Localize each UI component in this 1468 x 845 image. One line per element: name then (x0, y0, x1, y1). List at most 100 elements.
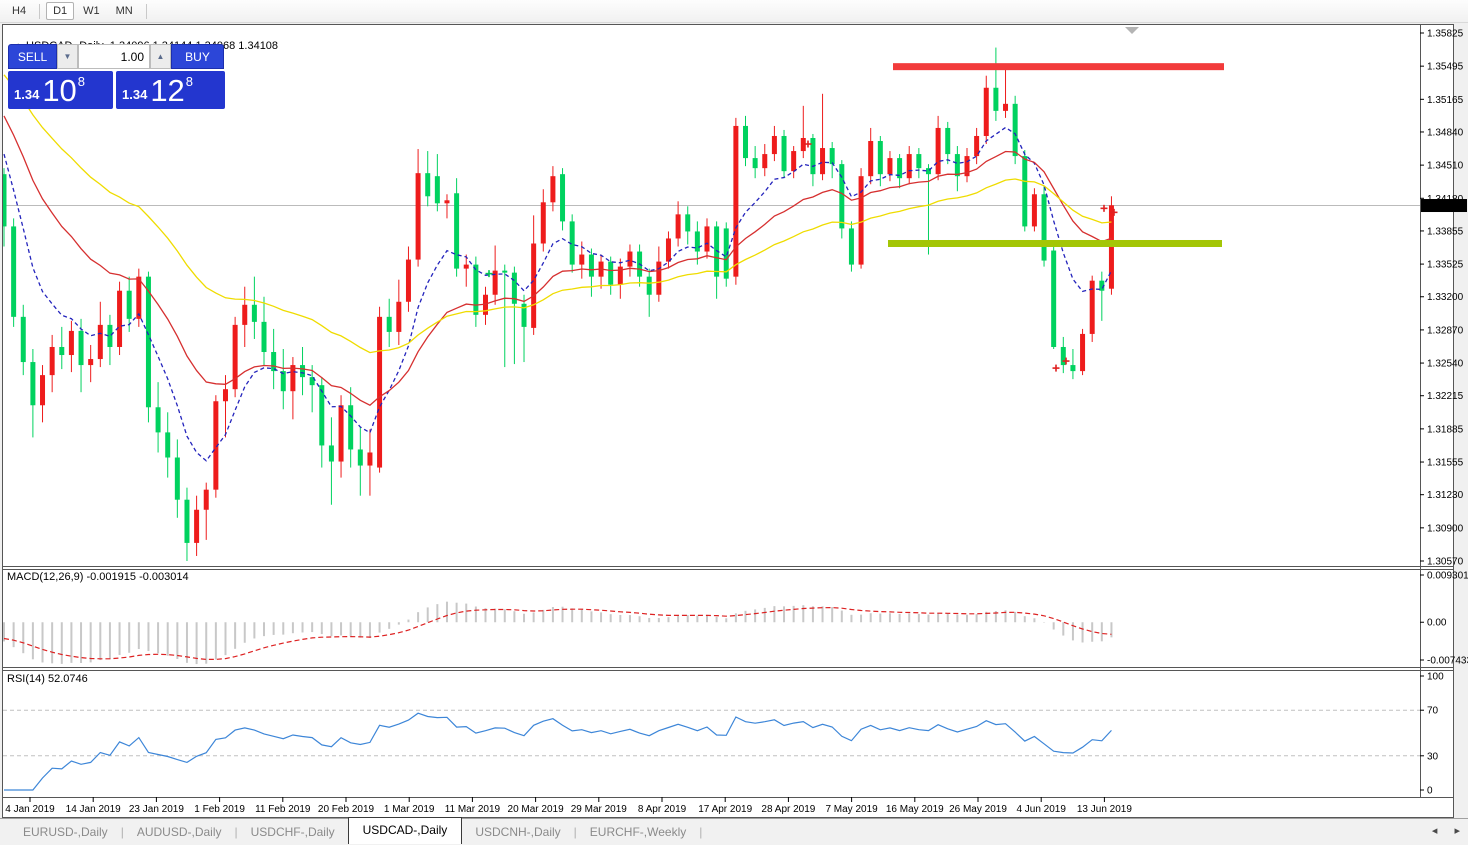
price-axis: 1.35825 1.35495 1.35165 1.34840 1.34510 1.341… (1420, 29, 1468, 797)
svg-text:-0.007433: -0.007433 (1427, 656, 1468, 667)
tab-separator: | (120, 825, 124, 839)
svg-text:11 Feb 2019: 11 Feb 2019 (255, 804, 311, 815)
volume-increase-button[interactable]: ▲ (150, 44, 171, 69)
sell-button[interactable]: SELL (8, 44, 57, 69)
sell-price-display[interactable]: 1.34 10 8 (8, 71, 113, 109)
tab-separator: | (573, 825, 577, 839)
tab-scroll-left-icon[interactable]: ◂ (1431, 825, 1438, 837)
svg-text:30: 30 (1427, 751, 1439, 762)
svg-text:1 Feb 2019: 1 Feb 2019 (194, 804, 245, 815)
chart-tab-usdcnh[interactable]: USDCNH-,Daily (475, 825, 561, 839)
svg-text:1 Mar 2019: 1 Mar 2019 (384, 804, 435, 815)
resistance-line[interactable] (893, 63, 1224, 71)
svg-text:1.32540: 1.32540 (1427, 359, 1464, 370)
svg-text:100: 100 (1427, 672, 1444, 683)
buy-price-big: 12 (150, 73, 185, 108)
tab-scroll-arrows: ◂ ▸ (1418, 824, 1460, 837)
moving-averages (3, 74, 1113, 462)
macd-indicator-label: MACD(12,26,9) -0.001915 -0.003014 (7, 571, 189, 583)
chart-tab-eurusd[interactable]: EURUSD-,Daily (23, 825, 108, 839)
ma-40-line (3, 74, 1112, 354)
svg-text:20 Mar 2019: 20 Mar 2019 (508, 804, 565, 815)
spin-up-icon: ▲ (156, 52, 165, 61)
support-line[interactable] (888, 239, 1222, 247)
timeframe-button-d1[interactable]: D1 (46, 2, 75, 20)
chart-tab-usdchf[interactable]: USDCHF-,Daily (250, 825, 335, 839)
svg-text:29 Mar 2019: 29 Mar 2019 (571, 804, 628, 815)
candlestick-series (3, 47, 1114, 561)
timeframe-button-w1[interactable]: W1 (83, 5, 100, 17)
volume-decrease-button[interactable]: ▼ (57, 44, 78, 69)
spin-down-icon: ▼ (63, 52, 72, 61)
svg-text:8 Apr 2019: 8 Apr 2019 (638, 804, 687, 815)
svg-text:1.33855: 1.33855 (1427, 226, 1464, 237)
svg-text:23 Jan 2019: 23 Jan 2019 (129, 804, 184, 815)
timeframe-button-mn[interactable]: MN (115, 5, 133, 17)
timeframe-toolbar: H4 D1 W1 MN (0, 0, 1468, 23)
svg-text:1.31555: 1.31555 (1427, 458, 1464, 469)
svg-text:0: 0 (1427, 786, 1433, 797)
svg-text:4 Jan 2019: 4 Jan 2019 (5, 804, 55, 815)
svg-text:1.35495: 1.35495 (1427, 62, 1464, 73)
svg-text:1.30900: 1.30900 (1427, 523, 1464, 534)
buy-price-main: 1.34 (122, 87, 148, 102)
svg-text:1.32215: 1.32215 (1427, 391, 1464, 402)
rsi-line (4, 712, 1112, 791)
svg-text:1.32870: 1.32870 (1427, 325, 1464, 336)
sell-price-sup: 8 (77, 74, 86, 89)
svg-text:1.34840: 1.34840 (1427, 127, 1464, 138)
svg-text:1.31230: 1.31230 (1427, 490, 1464, 501)
sell-price-big: 10 (42, 73, 77, 108)
ma-8-line (3, 126, 1113, 462)
svg-text:1.35825: 1.35825 (1427, 29, 1464, 40)
macd-series (3, 601, 1113, 665)
date-axis: 4 Jan 2019 14 Jan 2019 23 Jan 2019 1 Feb 20… (5, 797, 1132, 815)
svg-text:1.35165: 1.35165 (1427, 95, 1464, 106)
pane-borders (2, 24, 1454, 798)
chart-tab-bar: EURUSD-,Daily | AUDUSD-,Daily | USDCHF-,Dail… (0, 816, 1468, 845)
svg-text:1.30570: 1.30570 (1427, 557, 1464, 568)
svg-text:4 Jun 2019: 4 Jun 2019 (1016, 804, 1066, 815)
tab-separator: | (234, 825, 238, 839)
svg-text:1.34510: 1.34510 (1427, 161, 1464, 172)
trade-markers (485, 140, 1118, 372)
toolbar-separator (145, 3, 147, 19)
svg-text:26 May 2019: 26 May 2019 (949, 804, 1007, 815)
tab-scroll-right-icon[interactable]: ▸ (1454, 825, 1460, 837)
svg-text:16 May 2019: 16 May 2019 (886, 804, 944, 815)
svg-text:0.00: 0.00 (1427, 618, 1447, 629)
chart-tab-eurchf[interactable]: EURCHF-,Weekly (589, 825, 687, 839)
chart-tab-usdcad[interactable]: USDCAD-,Daily (347, 816, 463, 844)
chart-tab-audusd[interactable]: AUDUSD-,Daily (136, 825, 222, 839)
rsi-series (4, 712, 1112, 791)
one-click-trade-panel: SELL ▼ ▲ BUY 1.34 10 8 1.34 12 8 (8, 44, 225, 109)
buy-price-display[interactable]: 1.34 12 8 (116, 71, 225, 109)
ma-20-line (3, 115, 1112, 406)
quote-close: 1.34108 (238, 40, 279, 52)
current-price-tag: 1.34108 (1421, 199, 1467, 213)
svg-text:17 Apr 2019: 17 Apr 2019 (698, 804, 752, 815)
toolbar-separator (39, 3, 41, 19)
svg-text:0.009301: 0.009301 (1427, 571, 1468, 582)
macd-signal-line (3, 606, 1112, 661)
tab-separator: | (699, 825, 703, 839)
svg-text:14 Jan 2019: 14 Jan 2019 (66, 804, 121, 815)
svg-text:1.33200: 1.33200 (1427, 292, 1464, 303)
buy-price-sup: 8 (185, 74, 194, 89)
svg-text:1.31885: 1.31885 (1427, 424, 1464, 435)
svg-text:1.33525: 1.33525 (1427, 260, 1464, 271)
buy-button[interactable]: BUY (171, 44, 224, 69)
rsi-indicator-label: RSI(14) 52.0746 (7, 673, 88, 685)
timeframe-button-h4[interactable]: H4 (12, 5, 27, 17)
volume-input[interactable] (78, 44, 150, 69)
chart-window (2, 24, 1454, 818)
svg-text:20 Feb 2019: 20 Feb 2019 (318, 804, 375, 815)
svg-text:28 Apr 2019: 28 Apr 2019 (761, 804, 815, 815)
svg-text:11 Mar 2019: 11 Mar 2019 (445, 804, 501, 815)
sell-price-main: 1.34 (14, 87, 40, 102)
scroll-to-end-icon[interactable] (1125, 27, 1139, 34)
svg-text:13 Jun 2019: 13 Jun 2019 (1077, 804, 1132, 815)
svg-text:7 May 2019: 7 May 2019 (825, 804, 878, 815)
svg-text:1.34108: 1.34108 (1425, 201, 1462, 212)
